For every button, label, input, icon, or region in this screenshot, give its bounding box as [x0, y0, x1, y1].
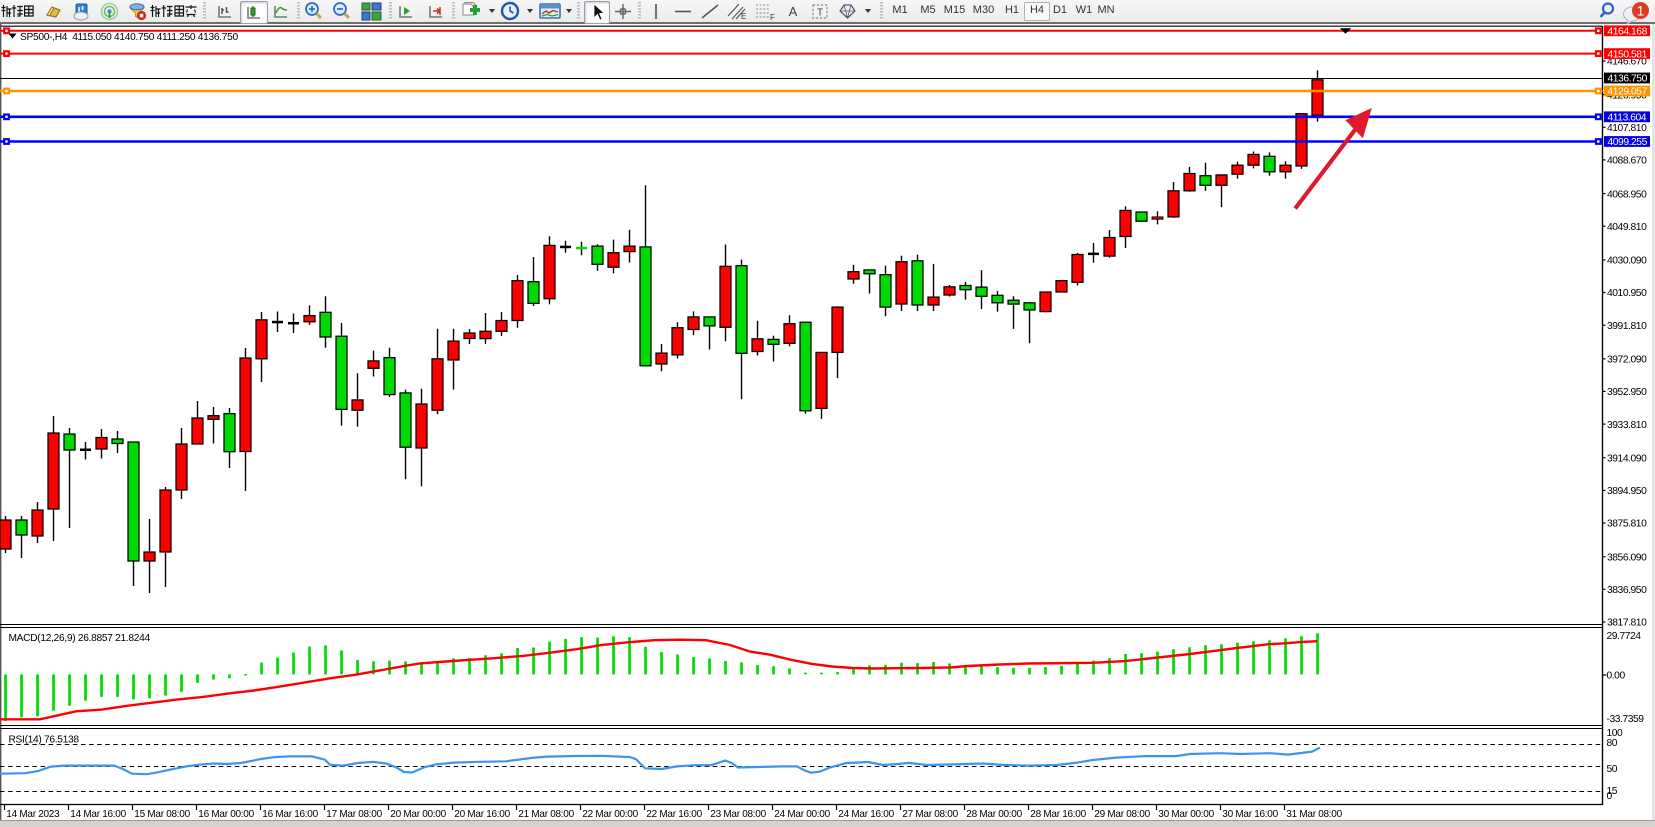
svg-text:SP500-,H4 4115.050 4140.750 4: SP500-,H4 4115.050 4140.750 4111.250 413…: [20, 32, 239, 43]
svg-text:16 Mar 00:00: 16 Mar 00:00: [198, 809, 254, 820]
svg-text:-33.7359: -33.7359: [1607, 714, 1645, 725]
svg-text:4049.810: 4049.810: [1607, 222, 1647, 233]
svg-text:23 Mar 08:00: 23 Mar 08:00: [710, 809, 766, 820]
svg-text:30 Mar 16:00: 30 Mar 16:00: [1222, 809, 1278, 820]
svg-text:22 Mar 16:00: 22 Mar 16:00: [646, 809, 702, 820]
svg-text:4136.750: 4136.750: [1608, 74, 1648, 85]
svg-text:27 Mar 08:00: 27 Mar 08:00: [902, 809, 958, 820]
svg-text:14 Mar 16:00: 14 Mar 16:00: [70, 809, 126, 820]
svg-text:3952.950: 3952.950: [1607, 387, 1647, 398]
svg-text:30 Mar 00:00: 30 Mar 00:00: [1158, 809, 1214, 820]
svg-text:4010.950: 4010.950: [1607, 288, 1647, 299]
svg-text:0: 0: [1607, 791, 1613, 802]
svg-text:21 Mar 08:00: 21 Mar 08:00: [518, 809, 574, 820]
svg-text:E: E: [741, 12, 746, 21]
svg-text:3836.950: 3836.950: [1607, 585, 1647, 596]
svg-text:29.7724: 29.7724: [1607, 631, 1642, 642]
svg-text:F: F: [770, 13, 775, 22]
svg-text:28 Mar 16:00: 28 Mar 16:00: [1030, 809, 1086, 820]
svg-text:4146.670: 4146.670: [1607, 57, 1647, 68]
svg-text:MACD(12,26,9) 26.8857 21.8244: MACD(12,26,9) 26.8857 21.8244: [9, 633, 151, 644]
svg-text:100: 100: [1607, 728, 1624, 739]
svg-text:4113.604: 4113.604: [1608, 113, 1647, 124]
svg-text:50: 50: [1607, 764, 1618, 775]
svg-text:3817.810: 3817.810: [1607, 618, 1647, 629]
svg-text:3875.810: 3875.810: [1607, 519, 1647, 530]
svg-text:0.00: 0.00: [1607, 671, 1626, 682]
svg-text:T: T: [817, 8, 823, 19]
svg-text:14 Mar 2023: 14 Mar 2023: [6, 809, 60, 820]
svg-text:31 Mar 08:00: 31 Mar 08:00: [1286, 809, 1342, 820]
svg-text:16 Mar 16:00: 16 Mar 16:00: [262, 809, 318, 820]
svg-text:15 Mar 08:00: 15 Mar 08:00: [134, 809, 190, 820]
svg-text:4107.810: 4107.810: [1607, 123, 1647, 134]
svg-text:3933.810: 3933.810: [1607, 420, 1647, 431]
svg-text:4030.090: 4030.090: [1607, 256, 1647, 267]
svg-text:3856.090: 3856.090: [1607, 552, 1647, 563]
svg-text:4068.950: 4068.950: [1607, 189, 1647, 200]
svg-text:24 Mar 00:00: 24 Mar 00:00: [774, 809, 830, 820]
svg-text:80: 80: [1607, 738, 1618, 749]
svg-text:4099.255: 4099.255: [1608, 137, 1648, 148]
svg-text:22 Mar 00:00: 22 Mar 00:00: [582, 809, 638, 820]
svg-text:RSI(14) 76.5138: RSI(14) 76.5138: [9, 735, 80, 746]
svg-text:20 Mar 00:00: 20 Mar 00:00: [390, 809, 446, 820]
svg-text:24 Mar 16:00: 24 Mar 16:00: [838, 809, 894, 820]
svg-text:4150.581: 4150.581: [1608, 49, 1648, 60]
svg-text:17 Mar 08:00: 17 Mar 08:00: [326, 809, 382, 820]
svg-text:28 Mar 00:00: 28 Mar 00:00: [966, 809, 1022, 820]
svg-text:4088.670: 4088.670: [1607, 156, 1647, 167]
svg-text:3972.090: 3972.090: [1607, 355, 1647, 366]
svg-text:4164.168: 4164.168: [1608, 27, 1648, 38]
svg-text:3914.090: 3914.090: [1607, 453, 1647, 464]
svg-text:20 Mar 16:00: 20 Mar 16:00: [454, 809, 510, 820]
svg-text:3894.950: 3894.950: [1607, 486, 1647, 497]
svg-text:15: 15: [1607, 786, 1618, 797]
svg-text:4129.057: 4129.057: [1608, 87, 1648, 98]
svg-text:29 Mar 08:00: 29 Mar 08:00: [1094, 809, 1150, 820]
svg-text:3991.810: 3991.810: [1607, 321, 1647, 332]
svg-text:1: 1: [1637, 3, 1645, 19]
